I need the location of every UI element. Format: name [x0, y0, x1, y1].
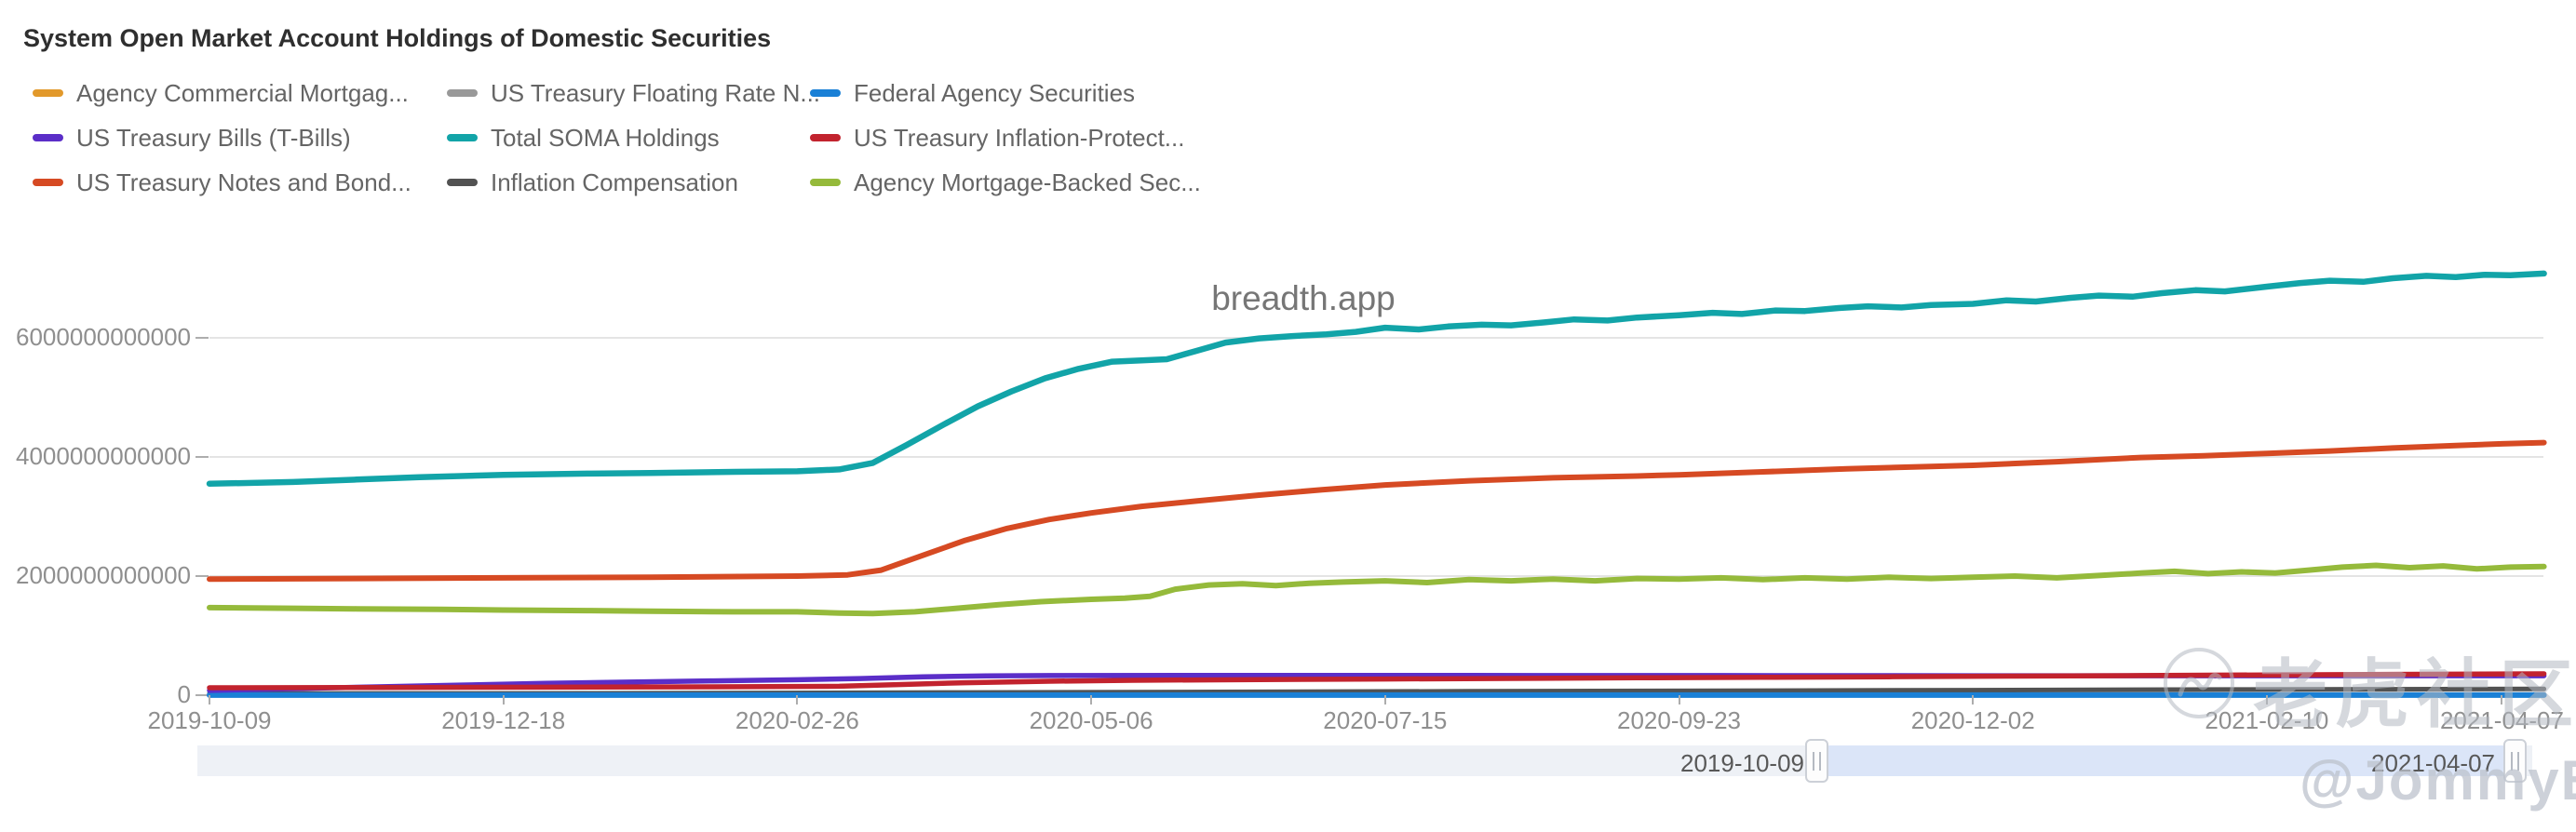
x-axis-label: 2020-09-23 [1617, 706, 1741, 734]
datazoom-right-handle[interactable] [2503, 739, 2527, 783]
datazoom-end-label: 2021-04-07 [2371, 749, 2495, 777]
legend-item[interactable]: Agency Mortgage-Backed Sec... [810, 168, 1201, 197]
x-axis-tick [2265, 695, 2268, 705]
y-axis-label: 4000000000000 [16, 442, 191, 470]
x-axis-label: 2020-05-06 [1029, 706, 1153, 734]
y-axis-label: 2000000000000 [16, 561, 191, 589]
x-axis-tick [502, 695, 505, 705]
x-axis-tick [1383, 695, 1386, 705]
watermark-breadth-app: breadth.app [1211, 279, 1396, 317]
legend-label: US Treasury Floating Rate N... [491, 78, 821, 107]
x-axis-label: 2020-12-02 [1910, 706, 2035, 734]
legend-item[interactable]: US Treasury Bills (T-Bills) [33, 123, 351, 153]
y-axis-tick [196, 575, 209, 577]
x-axis-label: 2020-02-26 [735, 706, 859, 734]
datazoom-left-handle[interactable] [1805, 739, 1828, 783]
y-gridline [209, 456, 2543, 458]
legend-swatch-icon [33, 179, 63, 186]
y-axis-tick [196, 456, 209, 458]
datazoom-start-label: 2019-10-09 [1680, 749, 1804, 777]
legend-label: US Treasury Inflation-Protect... [854, 123, 1185, 152]
x-axis-tick [1678, 695, 1680, 705]
x-axis-tick [2501, 695, 2503, 705]
legend-item[interactable]: Federal Agency Securities [810, 78, 1135, 108]
x-axis-label: 2019-12-18 [441, 706, 566, 734]
y-gridline [209, 575, 2543, 577]
y-gridline [209, 337, 2543, 339]
datazoom-selected-window[interactable] [1817, 745, 2515, 776]
y-axis-tick [196, 694, 209, 696]
x-axis-label: 2020-07-15 [1323, 706, 1448, 734]
legend-item[interactable]: Total SOMA Holdings [447, 123, 720, 153]
chart-title: System Open Market Account Holdings of D… [23, 24, 772, 52]
legend-label: Federal Agency Securities [854, 78, 1136, 107]
x-axis-label: 2019-10-09 [147, 706, 272, 734]
legend-item[interactable]: US Treasury Floating Rate N... [447, 78, 820, 108]
legend-label: US Treasury Notes and Bond... [76, 168, 411, 196]
y-axis-tick [196, 337, 209, 339]
legend-swatch-icon [447, 179, 478, 186]
datazoom-slider [197, 739, 2532, 783]
legend-swatch-icon [33, 89, 63, 97]
legend-item[interactable]: Inflation Compensation [447, 168, 738, 197]
x-axis-tick [209, 695, 210, 705]
x-axis-tick [1972, 695, 1975, 705]
legend-label: Agency Mortgage-Backed Sec... [854, 168, 1201, 196]
legend-swatch-icon [447, 89, 478, 97]
x-axis-label: 2021-04-07 [2439, 706, 2564, 734]
legend-label: US Treasury Bills (T-Bills) [76, 123, 351, 152]
legend-swatch-icon [810, 134, 841, 141]
legend-label: Agency Commercial Mortgag... [76, 78, 409, 107]
x-axis-tick [1090, 695, 1093, 705]
series-line [207, 562, 2547, 617]
series-line [207, 439, 2547, 583]
legend-item[interactable]: US Treasury Inflation-Protect... [810, 123, 1184, 153]
legend-swatch-icon [33, 134, 63, 141]
legend-item[interactable]: US Treasury Notes and Bond... [33, 168, 411, 197]
watermark-brand-text: 老虎社区 [2253, 653, 2576, 736]
legend-swatch-icon [810, 89, 841, 97]
y-axis-label: 0 [177, 680, 191, 708]
legend-item[interactable]: Agency Commercial Mortgag... [33, 78, 409, 108]
legend-label: Total SOMA Holdings [491, 123, 720, 152]
x-axis-label: 2021-02-10 [2205, 706, 2329, 734]
tiger-community-logo-icon [2164, 648, 2234, 718]
legend-label: Inflation Compensation [491, 168, 738, 196]
legend-swatch-icon [810, 179, 841, 186]
watermark-username: @JommyB [2300, 749, 2576, 812]
x-axis-tick [796, 695, 799, 705]
legend-swatch-icon [447, 134, 478, 141]
y-axis-label: 6000000000000 [16, 323, 191, 351]
